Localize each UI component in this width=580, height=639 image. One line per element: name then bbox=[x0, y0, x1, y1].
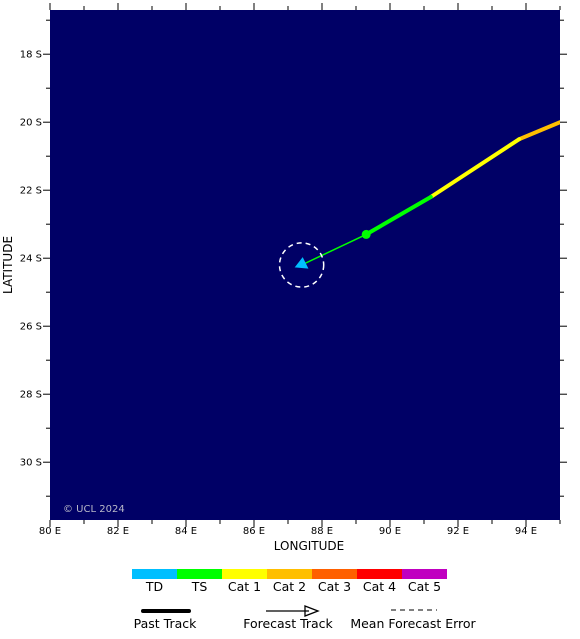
current-position-marker bbox=[361, 229, 371, 239]
past-track-segment bbox=[517, 120, 560, 142]
legend-swatch-td bbox=[132, 569, 177, 579]
legend-label: Cat 3 bbox=[318, 579, 351, 594]
x-tick-label: 92 E bbox=[447, 526, 469, 537]
x-tick-label: 86 E bbox=[243, 526, 265, 537]
forecast-error-label: Mean Forecast Error bbox=[350, 616, 476, 631]
legend-swatch-cat-2 bbox=[267, 569, 312, 579]
legend-label: Cat 2 bbox=[273, 579, 306, 594]
legend-label: Cat 4 bbox=[363, 579, 396, 594]
x-tick-label: 94 E bbox=[515, 526, 537, 537]
x-tick-label: 80 E bbox=[39, 526, 61, 537]
y-tick-label: 28 S bbox=[20, 390, 42, 401]
copyright-text: © UCL 2024 bbox=[63, 504, 125, 515]
y-tick-label: 26 S bbox=[20, 322, 42, 333]
y-tick-label: 30 S bbox=[20, 458, 42, 469]
forecast-position-icon bbox=[294, 257, 309, 269]
y-tick-label: 24 S bbox=[20, 254, 42, 265]
track-type-legend: Past Track Forecast Track Mean Forecast … bbox=[134, 605, 477, 631]
legend-label: TD bbox=[145, 579, 163, 594]
y-tick-label: 22 S bbox=[20, 186, 42, 197]
x-tick-label: 84 E bbox=[175, 526, 197, 537]
legend-swatch-cat-4 bbox=[357, 569, 402, 579]
forecast-error-circle bbox=[278, 242, 325, 288]
legend-label: TS bbox=[191, 579, 208, 594]
legend-swatch-cat-1 bbox=[222, 569, 267, 579]
x-axis-title: LONGITUDE bbox=[274, 539, 344, 553]
legend-label: Cat 1 bbox=[228, 579, 261, 594]
storm-track bbox=[278, 120, 560, 288]
y-axis-title: LATITUDE bbox=[1, 236, 15, 294]
legend-swatch-cat-5 bbox=[402, 569, 447, 579]
legend-label: Cat 5 bbox=[408, 579, 441, 594]
legend-swatch-cat-3 bbox=[312, 569, 357, 579]
forecast-track-label: Forecast Track bbox=[243, 616, 333, 631]
x-tick-label: 90 E bbox=[379, 526, 401, 537]
forecast-arrow-icon bbox=[304, 605, 320, 617]
legend-swatch-ts bbox=[177, 569, 222, 579]
y-tick-label: 18 S bbox=[20, 50, 42, 61]
past-track-segment bbox=[364, 195, 433, 237]
category-legend: TD TS Cat 1 Cat 2 Cat 3 Cat 4 Cat 5 bbox=[132, 569, 447, 594]
y-tick-label: 20 S bbox=[20, 118, 42, 129]
forecast-track-line bbox=[301, 233, 367, 266]
past-track-segment bbox=[428, 137, 522, 199]
x-tick-label: 88 E bbox=[311, 526, 333, 537]
past-track-label: Past Track bbox=[134, 616, 197, 631]
x-tick-label: 82 E bbox=[107, 526, 129, 537]
axis-ticks: 80 E 82 E 84 E 86 E 88 E 90 E 92 E 94 E 18 S 20 S… bbox=[20, 3, 567, 537]
